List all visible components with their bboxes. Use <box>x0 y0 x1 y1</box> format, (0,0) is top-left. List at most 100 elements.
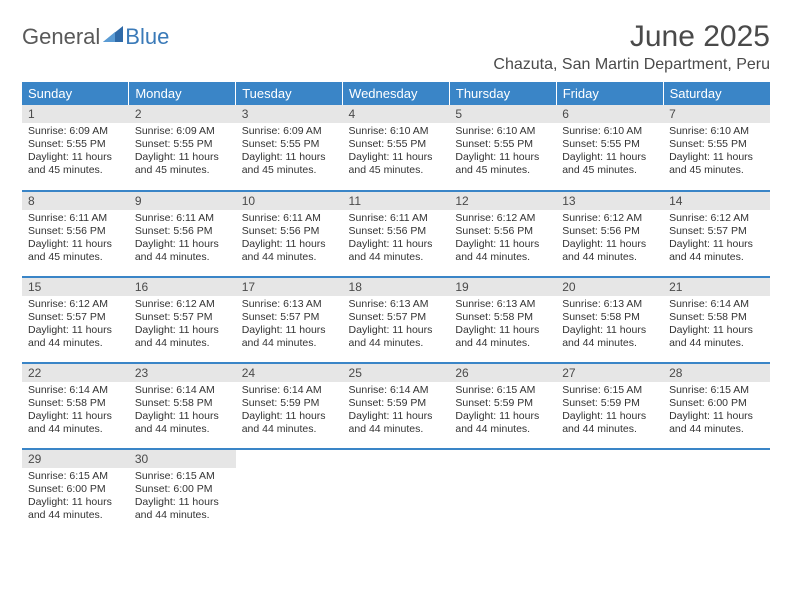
title-block: June 2025 Chazuta, San Martin Department… <box>493 20 770 74</box>
daylight-text-1: Daylight: 11 hours <box>455 410 550 423</box>
logo-text-general: General <box>22 24 100 50</box>
day-number: 24 <box>236 364 343 382</box>
calendar-row: 1Sunrise: 6:09 AMSunset: 5:55 PMDaylight… <box>22 105 770 191</box>
sunrise-text: Sunrise: 6:13 AM <box>242 298 337 311</box>
day-number: 19 <box>449 278 556 296</box>
sunrise-text: Sunrise: 6:10 AM <box>669 125 764 138</box>
day-number: 6 <box>556 105 663 123</box>
day-number: 5 <box>449 105 556 123</box>
day-content: Sunrise: 6:14 AMSunset: 5:58 PMDaylight:… <box>129 382 236 441</box>
daylight-text-1: Daylight: 11 hours <box>242 151 337 164</box>
day-number: 9 <box>129 192 236 210</box>
calendar-cell: 18 Sunrise: 6:13 AMSunset: 5:57 PMDayligh… <box>343 277 450 363</box>
sunset-text: Sunset: 5:58 PM <box>562 311 657 324</box>
sunset-text: Sunset: 5:56 PM <box>349 225 444 238</box>
daylight-text-2: and 44 minutes. <box>455 251 550 264</box>
daylight-text-2: and 44 minutes. <box>242 423 337 436</box>
daylight-text-2: and 44 minutes. <box>28 423 123 436</box>
calendar-cell: 19Sunrise: 6:13 AMSunset: 5:58 PMDayligh… <box>449 277 556 363</box>
sunrise-text: Sunrise: 6:11 AM <box>349 212 444 225</box>
calendar-row: 29Sunrise: 6:15 AMSunset: 6:00 PMDayligh… <box>22 449 770 535</box>
weekday-header: Sunday <box>22 82 129 105</box>
daylight-text-2: and 45 minutes. <box>28 164 123 177</box>
weekday-header: Monday <box>129 82 236 105</box>
sunset-text: Sunset: 5:55 PM <box>28 138 123 151</box>
header: General Blue June 2025 Chazuta, San Mart… <box>22 20 770 74</box>
sunset-text: Sunset: 5:55 PM <box>455 138 550 151</box>
sunrise-text: Sunrise: 6:09 AM <box>242 125 337 138</box>
daylight-text-1: Daylight: 11 hours <box>135 324 230 337</box>
sunrise-text: Sunrise: 6:15 AM <box>135 470 230 483</box>
day-content: Sunrise: 6:10 AMSunset: 5:55 PMDaylight:… <box>449 123 556 182</box>
calendar-cell: 30Sunrise: 6:15 AMSunset: 6:00 PMDayligh… <box>129 449 236 535</box>
sunset-text: Sunset: 5:57 PM <box>669 225 764 238</box>
day-content: Sunrise: 6:12 AMSunset: 5:56 PMDaylight:… <box>556 210 663 269</box>
day-number: 10 <box>236 192 343 210</box>
daylight-text-1: Daylight: 11 hours <box>242 410 337 423</box>
sunrise-text: Sunrise: 6:13 AM <box>349 298 444 311</box>
calendar-cell: 21Sunrise: 6:14 AMSunset: 5:58 PMDayligh… <box>663 277 770 363</box>
day-number: 22 <box>22 364 129 382</box>
daylight-text-2: and 44 minutes. <box>669 251 764 264</box>
logo-triangle-icon <box>103 26 123 42</box>
daylight-text-1: Daylight: 11 hours <box>242 238 337 251</box>
sunrise-text: Sunrise: 6:13 AM <box>455 298 550 311</box>
calendar-cell: 2Sunrise: 6:09 AMSunset: 5:55 PMDaylight… <box>129 105 236 191</box>
sunset-text: Sunset: 5:55 PM <box>562 138 657 151</box>
daylight-text-2: and 44 minutes. <box>135 423 230 436</box>
calendar-cell: 27Sunrise: 6:15 AMSunset: 5:59 PMDayligh… <box>556 363 663 449</box>
calendar-cell: 24Sunrise: 6:14 AMSunset: 5:59 PMDayligh… <box>236 363 343 449</box>
day-number: 2 <box>129 105 236 123</box>
sunset-text: Sunset: 5:55 PM <box>349 138 444 151</box>
day-content: Sunrise: 6:13 AMSunset: 5:57 PMDaylight:… <box>236 296 343 355</box>
sunrise-text: Sunrise: 6:15 AM <box>669 384 764 397</box>
daylight-text-2: and 44 minutes. <box>455 337 550 350</box>
day-number: 28 <box>663 364 770 382</box>
sunrise-text: Sunrise: 6:15 AM <box>28 470 123 483</box>
calendar-cell: 1Sunrise: 6:09 AMSunset: 5:55 PMDaylight… <box>22 105 129 191</box>
day-content: Sunrise: 6:14 AMSunset: 5:59 PMDaylight:… <box>343 382 450 441</box>
day-content: Sunrise: 6:10 AMSunset: 5:55 PMDaylight:… <box>343 123 450 182</box>
day-content: Sunrise: 6:15 AMSunset: 6:00 PMDaylight:… <box>22 468 129 527</box>
day-content: Sunrise: 6:15 AMSunset: 6:00 PMDaylight:… <box>663 382 770 441</box>
daylight-text-1: Daylight: 11 hours <box>669 151 764 164</box>
day-number: 20 <box>556 278 663 296</box>
logo-text-blue: Blue <box>125 24 169 50</box>
sunset-text: Sunset: 5:55 PM <box>242 138 337 151</box>
daylight-text-1: Daylight: 11 hours <box>562 151 657 164</box>
calendar-cell: 17Sunrise: 6:13 AMSunset: 5:57 PMDayligh… <box>236 277 343 363</box>
daylight-text-1: Daylight: 11 hours <box>349 324 444 337</box>
day-number: 7 <box>663 105 770 123</box>
daylight-text-2: and 45 minutes. <box>669 164 764 177</box>
weekday-header-row: Sunday Monday Tuesday Wednesday Thursday… <box>22 82 770 105</box>
day-content: Sunrise: 6:12 AMSunset: 5:56 PMDaylight:… <box>449 210 556 269</box>
daylight-text-1: Daylight: 11 hours <box>28 496 123 509</box>
day-number: 8 <box>22 192 129 210</box>
daylight-text-2: and 44 minutes. <box>562 423 657 436</box>
sunset-text: Sunset: 5:57 PM <box>135 311 230 324</box>
daylight-text-2: and 44 minutes. <box>349 251 444 264</box>
day-number: 18 <box>343 278 450 296</box>
sunset-text: Sunset: 6:00 PM <box>135 483 230 496</box>
calendar-cell: 11Sunrise: 6:11 AMSunset: 5:56 PMDayligh… <box>343 191 450 277</box>
calendar-table: Sunday Monday Tuesday Wednesday Thursday… <box>22 82 770 535</box>
daylight-text-1: Daylight: 11 hours <box>562 238 657 251</box>
daylight-text-2: and 44 minutes. <box>349 423 444 436</box>
calendar-cell: .. <box>449 449 556 535</box>
day-content: Sunrise: 6:10 AMSunset: 5:55 PMDaylight:… <box>663 123 770 182</box>
calendar-cell: 8Sunrise: 6:11 AMSunset: 5:56 PMDaylight… <box>22 191 129 277</box>
sunset-text: Sunset: 5:58 PM <box>669 311 764 324</box>
sunset-text: Sunset: 5:56 PM <box>455 225 550 238</box>
sunset-text: Sunset: 5:57 PM <box>28 311 123 324</box>
daylight-text-2: and 44 minutes. <box>455 423 550 436</box>
sunrise-text: Sunrise: 6:09 AM <box>135 125 230 138</box>
calendar-body: 1Sunrise: 6:09 AMSunset: 5:55 PMDaylight… <box>22 105 770 535</box>
sunset-text: Sunset: 5:57 PM <box>349 311 444 324</box>
daylight-text-1: Daylight: 11 hours <box>669 238 764 251</box>
calendar-cell: 25Sunrise: 6:14 AMSunset: 5:59 PMDayligh… <box>343 363 450 449</box>
sunset-text: Sunset: 5:58 PM <box>135 397 230 410</box>
sunrise-text: Sunrise: 6:12 AM <box>562 212 657 225</box>
daylight-text-2: and 44 minutes. <box>562 337 657 350</box>
month-title: June 2025 <box>493 20 770 54</box>
calendar-cell: .. <box>663 449 770 535</box>
